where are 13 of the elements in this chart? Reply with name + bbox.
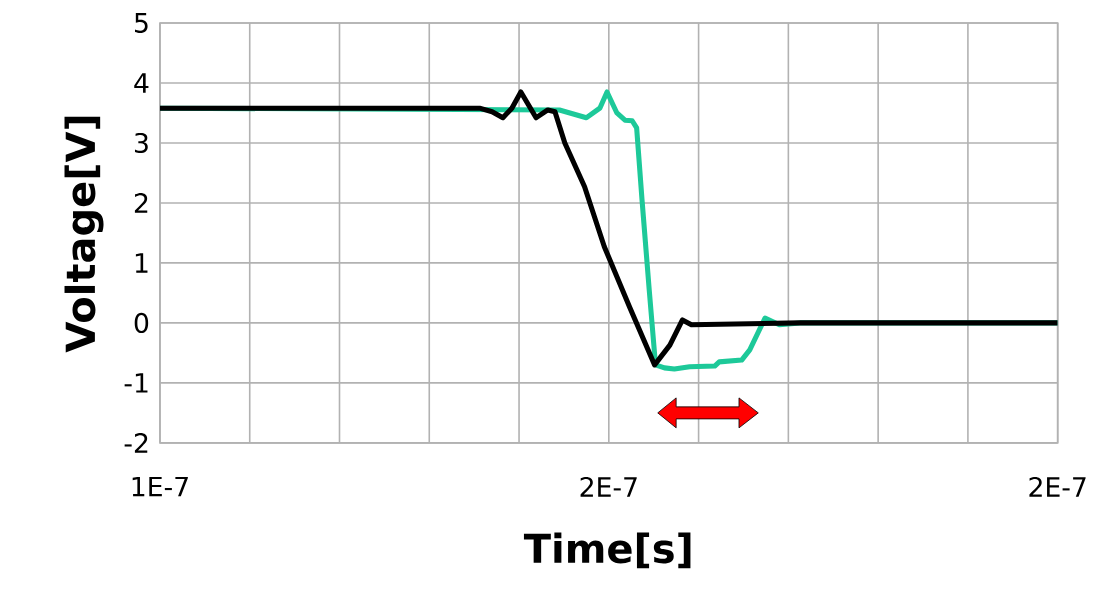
y-tick-label: 1: [135, 253, 148, 273]
y-tick-label: 2: [134, 193, 148, 213]
y-tick-label: 4: [134, 73, 149, 93]
x-tick-label: 1E-7: [132, 477, 188, 497]
y-tick-label: 5: [135, 13, 148, 33]
x-axis-title: Time[s]: [523, 532, 691, 569]
x-tick-label: 2E-7: [580, 477, 637, 497]
y-tick-label: -1: [124, 373, 148, 393]
y-tick-label: 3: [134, 132, 148, 154]
y-tick-label: -2: [124, 433, 148, 453]
y-tick-label: 0: [134, 312, 149, 334]
y-axis-title: Voltage[V]: [64, 116, 104, 353]
x-tick-label: 2E-7: [1029, 477, 1086, 497]
